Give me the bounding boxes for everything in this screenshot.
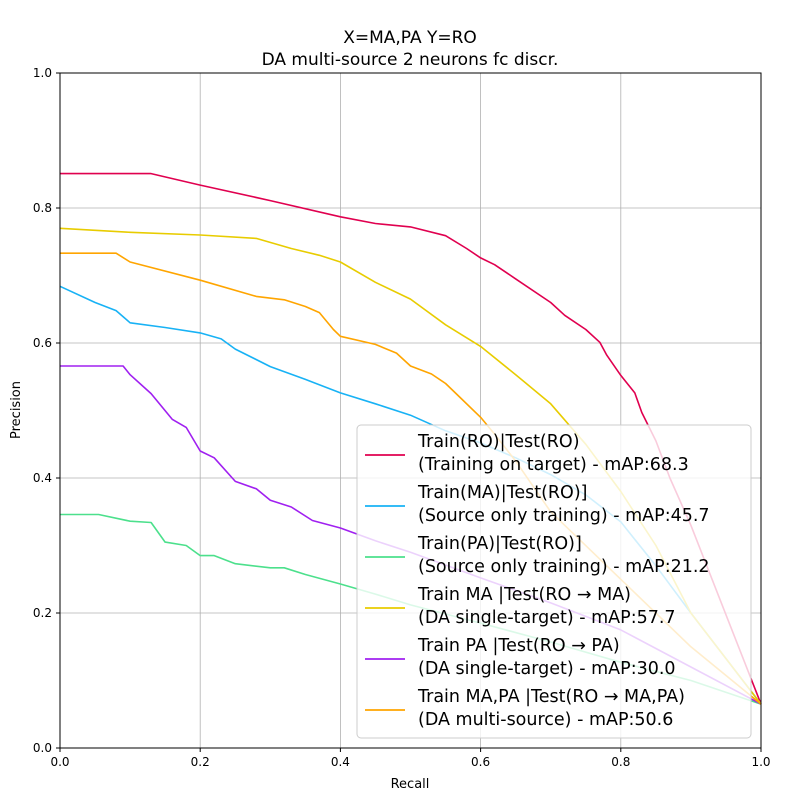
chart-title-line1: X=MA,PA Y=RO bbox=[343, 28, 477, 48]
x-tick-label: 1.0 bbox=[751, 755, 770, 769]
y-tick-label: 0.4 bbox=[33, 471, 52, 485]
x-tick-label: 0.0 bbox=[50, 755, 69, 769]
x-tick-label: 0.2 bbox=[191, 755, 210, 769]
plot-frame bbox=[59, 72, 762, 749]
x-axis-label: Recall bbox=[391, 777, 430, 792]
x-tick-label: 0.4 bbox=[331, 755, 350, 769]
chart-title-line2: DA multi-source 2 neurons fc discr. bbox=[262, 50, 559, 70]
legend-label-1: Train(RO)|Test(RO) bbox=[417, 432, 580, 452]
x-tick-label: 0.8 bbox=[611, 755, 630, 769]
x-tick-label: 0.6 bbox=[471, 755, 490, 769]
legend-label-2: Train(MA)|Test(RO)] bbox=[417, 483, 588, 503]
legend-label-3: Train(PA)|Test(RO)] bbox=[417, 534, 582, 554]
legend: Train(RO)|Test(RO) (Training on target) -… bbox=[356, 424, 752, 739]
legend-box bbox=[356, 424, 752, 739]
legend-sublabel-4: (DA single-target) - mAP:57.7 bbox=[418, 608, 676, 628]
grid bbox=[59, 72, 762, 749]
legend-label-5: Train PA |Test(RO → PA) bbox=[417, 636, 620, 656]
y-tick-label: 0.8 bbox=[33, 201, 52, 215]
y-tick-label: 0.0 bbox=[33, 741, 52, 755]
legend-sublabel-5: (DA single-target) - mAP:30.0 bbox=[418, 659, 676, 679]
legend-sublabel-3: (Source only training) - mAP:21.2 bbox=[418, 557, 710, 577]
legend-sublabel-1: (Training on target) - mAP:68.3 bbox=[418, 455, 689, 475]
legend-sublabel-6: (DA multi-source) - mAP:50.6 bbox=[418, 710, 673, 730]
y-tick-label: 1.0 bbox=[33, 66, 52, 80]
ticks: 0.0 0.2 0.4 0.6 0.8 1.0 0.0 0.2 0.4 0.6 0.8 1.0 bbox=[33, 66, 771, 769]
y-tick-label: 0.2 bbox=[33, 606, 52, 620]
legend-label-6: Train MA,PA |Test(RO → MA,PA) bbox=[417, 687, 685, 707]
series-line-1 bbox=[60, 172, 762, 705]
legend-sublabel-2: (Source only training) - mAP:45.7 bbox=[418, 506, 710, 526]
y-axis-label: Precision bbox=[9, 381, 24, 439]
legend-label-4: Train MA |Test(RO → MA) bbox=[417, 585, 631, 605]
y-tick-label: 0.6 bbox=[33, 336, 52, 350]
